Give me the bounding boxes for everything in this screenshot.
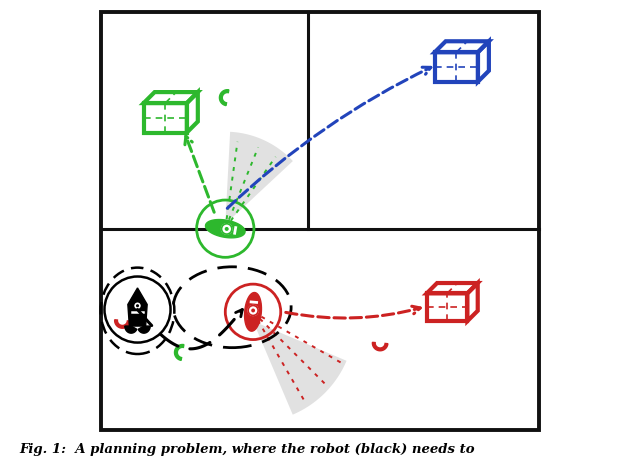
Circle shape [251,309,255,312]
Polygon shape [125,326,137,333]
Text: Fig. 1:  A planning problem, where the robot (black) needs to: Fig. 1: A planning problem, where the ro… [19,444,475,456]
Polygon shape [372,342,388,351]
Circle shape [134,302,141,310]
Polygon shape [138,326,150,333]
Polygon shape [253,321,347,415]
Polygon shape [205,219,245,238]
Polygon shape [128,288,147,326]
Polygon shape [225,132,293,224]
Polygon shape [175,345,184,360]
Circle shape [136,304,139,307]
Polygon shape [220,90,229,106]
Circle shape [248,305,258,316]
Polygon shape [244,292,262,331]
Polygon shape [115,320,130,328]
Circle shape [225,227,228,231]
Circle shape [221,224,232,234]
